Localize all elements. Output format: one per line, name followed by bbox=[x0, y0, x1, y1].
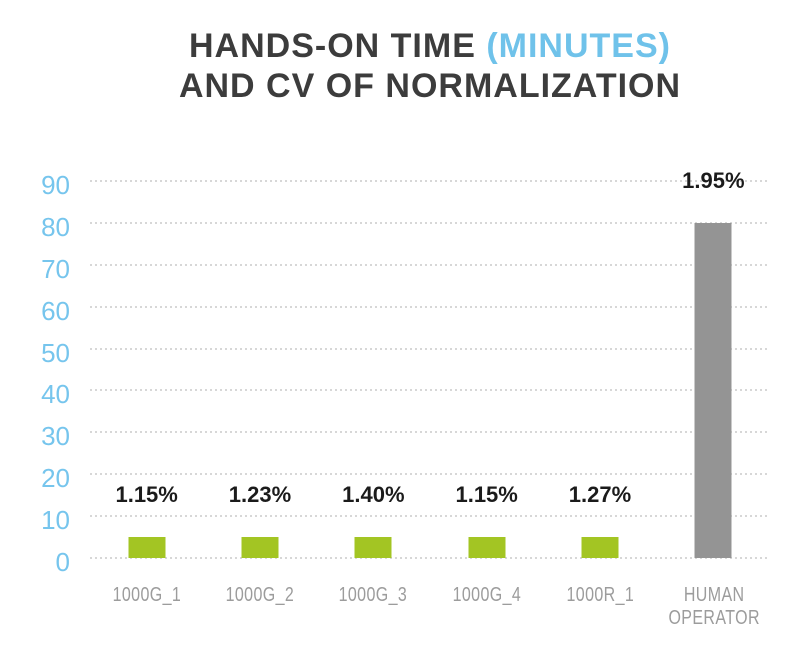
y-tick-label: 80 bbox=[41, 211, 70, 242]
gridline bbox=[90, 431, 770, 434]
x-axis-label: 1000G_4 bbox=[430, 584, 543, 640]
gridline bbox=[90, 305, 770, 308]
bar-1000g-4 bbox=[468, 537, 506, 558]
x-axis-label-text: 1000G_3 bbox=[339, 584, 408, 606]
bar-human-operator bbox=[694, 222, 732, 558]
chart-title-line1-main: HANDS-ON TIME bbox=[189, 27, 476, 65]
x-axis-label-text: HUMAN OPERATOR bbox=[668, 584, 760, 629]
x-axis-label-text: 1000G_4 bbox=[452, 584, 521, 606]
chart-title-line1-accent: (MINUTES) bbox=[475, 27, 671, 65]
gridline bbox=[90, 263, 770, 266]
bar-slot: 1.40% bbox=[317, 181, 430, 558]
y-tick-label: 90 bbox=[41, 170, 70, 200]
bar-1000g-1 bbox=[128, 537, 166, 558]
bar-value-label: 1.23% bbox=[228, 482, 292, 508]
x-axis-label-text: 1000G_1 bbox=[112, 584, 181, 606]
plot-area: 1.15% 1.23% 1.40% 1.15% 1.27% 1.95% bbox=[90, 168, 770, 559]
chart-title-line1: HANDS-ON TIME (MINUTES) bbox=[90, 26, 770, 66]
bar-value-label: 1.40% bbox=[342, 482, 405, 508]
y-tick-label: 50 bbox=[41, 337, 70, 368]
y-tick-label: 30 bbox=[41, 421, 70, 452]
gridline bbox=[90, 473, 770, 476]
x-axis-label: 1000G_1 bbox=[90, 584, 203, 640]
bar-value-label: 1.15% bbox=[115, 482, 178, 508]
bar-value-label: 1.27% bbox=[568, 482, 632, 508]
gridline bbox=[90, 347, 770, 350]
gridline bbox=[90, 515, 770, 518]
y-tick-label: 40 bbox=[41, 379, 70, 410]
bar-value-label: 1.15% bbox=[455, 482, 518, 508]
x-axis-label: 1000G_2 bbox=[203, 584, 316, 640]
x-axis-label-text: 1000G_2 bbox=[225, 584, 295, 606]
bar-slot: 1.95% bbox=[657, 168, 770, 558]
bar-slot: 1.15% bbox=[90, 181, 203, 558]
x-axis-label: 1000R_1 bbox=[543, 584, 656, 640]
y-axis: 0 10 20 30 40 50 60 70 80 90 bbox=[0, 171, 70, 576]
bar-slot: 1.27% bbox=[543, 181, 656, 558]
chart-title: HANDS-ON TIME (MINUTES) AND CV OF NORMAL… bbox=[90, 26, 770, 106]
y-tick-label: 70 bbox=[41, 253, 70, 284]
gridline bbox=[90, 557, 770, 559]
bar-slot: 1.23% bbox=[203, 181, 316, 558]
bar-1000g-3 bbox=[354, 537, 392, 558]
bar-1000r-1 bbox=[581, 537, 619, 558]
x-axis-label: 1000G_3 bbox=[317, 584, 430, 640]
gridline bbox=[90, 180, 770, 182]
x-axis: 1000G_1 1000G_2 1000G_3 1000G_4 1000R_1 HUMAN… bbox=[90, 584, 770, 640]
y-tick-label: 10 bbox=[41, 505, 70, 536]
bar-slot: 1.15% bbox=[430, 181, 543, 558]
y-tick-label: 0 bbox=[55, 547, 70, 577]
gridline bbox=[90, 389, 770, 392]
y-tick-label: 60 bbox=[41, 295, 70, 326]
x-axis-label: HUMAN OPERATOR bbox=[657, 584, 770, 640]
bar-value-label: 1.95% bbox=[682, 167, 745, 193]
bar-1000g-2 bbox=[241, 537, 279, 558]
y-tick-label: 20 bbox=[41, 463, 70, 494]
gridline bbox=[90, 221, 770, 224]
chart-title-line2: AND CV OF NORMALIZATION bbox=[178, 67, 682, 105]
x-axis-label-text: 1000R_1 bbox=[566, 584, 634, 606]
